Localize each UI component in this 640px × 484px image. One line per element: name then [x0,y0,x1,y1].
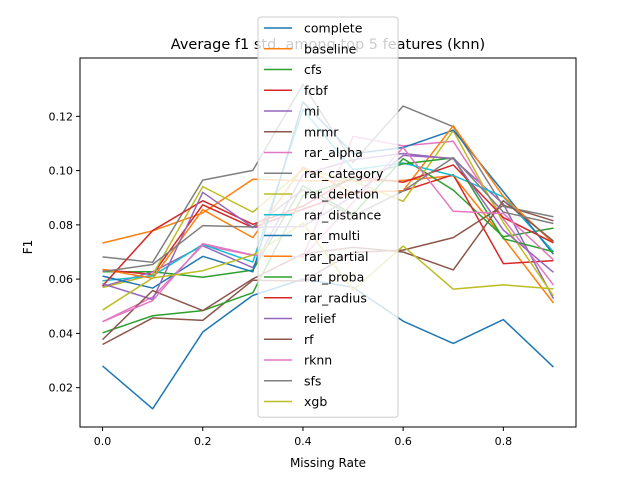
legend-label: rf [304,332,314,347]
legend-label: xgb [304,394,327,409]
legend-label: cfs [304,62,322,77]
y-tick-label: 0.10 [49,165,74,178]
x-tick-label: 0.2 [194,435,212,448]
legend-label: rar_multi [304,228,360,243]
legend-label: complete [304,21,363,36]
x-axis-label: Missing Rate [290,456,366,470]
legend-label: rar_radius [304,290,367,305]
legend-label: rar_deletion [304,187,379,202]
legend-label: baseline [304,41,357,56]
legend-box [257,16,399,418]
legend-label: rar_distance [304,207,381,222]
y-tick-label: 0.12 [49,110,74,123]
legend-label: sfs [304,373,321,388]
legend-label: mi [304,104,320,119]
legend-label: rar_alpha [304,145,363,160]
y-axis-label: F1 [21,240,35,255]
y-tick-label: 0.08 [49,219,74,232]
legend-label: rar_partial [304,249,368,264]
legend-label: relief [304,311,336,326]
y-tick-label: 0.04 [49,327,74,340]
legend-label: rar_category [304,166,384,181]
legend: complete baseline cfs fcbf mi mrmr rar_alphara… [257,16,399,418]
legend-label: rknn [304,353,332,368]
legend-label: mrmr [304,124,339,139]
x-tick-label: 0.0 [94,435,112,448]
x-tick-label: 0.4 [294,435,312,448]
axis-ticks: 0.0 0.2 0.4 0.6 0.8 0.02 0.04 0.06 0.08 0.10 0.12 [49,110,513,448]
legend-label: fcbf [304,83,328,98]
x-tick-label: 0.6 [394,435,412,448]
y-tick-label: 0.02 [49,382,74,395]
y-tick-label: 0.06 [49,273,74,286]
legend-label: rar_proba [304,270,364,285]
x-tick-label: 0.8 [495,435,513,448]
